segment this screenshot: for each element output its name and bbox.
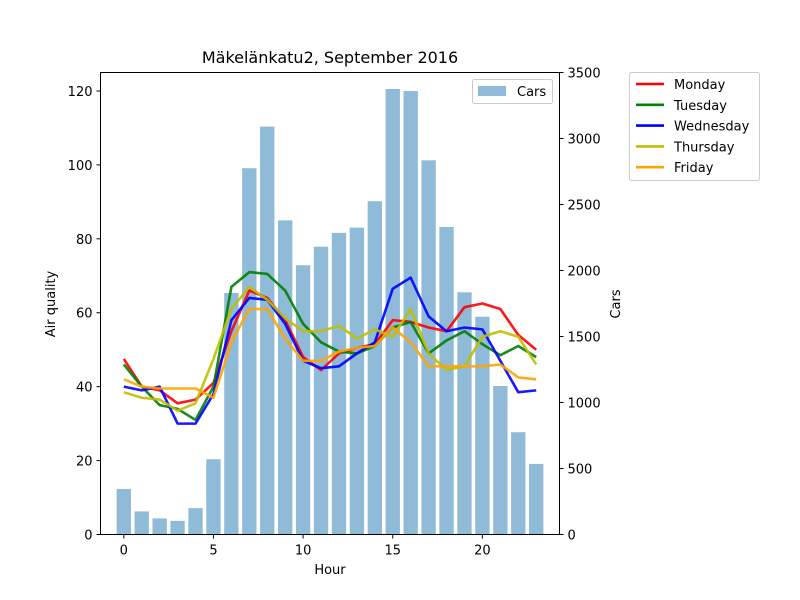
cars-bar bbox=[260, 126, 275, 535]
y-axis-right: 0 500 1000 1500 2000 2500 3000 3500 bbox=[559, 67, 601, 544]
cars-bar bbox=[439, 226, 454, 535]
y-right-tick-label: 2500 bbox=[568, 199, 601, 214]
cars-bar bbox=[349, 227, 365, 535]
cars-bar bbox=[331, 232, 347, 535]
y-right-tick-label: 0 bbox=[568, 529, 576, 544]
plot-frame bbox=[100, 72, 560, 535]
legend-label-friday: Friday bbox=[674, 161, 714, 176]
x-tick-label: 20 bbox=[474, 544, 491, 559]
series-line-friday bbox=[123, 307, 537, 400]
cars-bar bbox=[529, 463, 544, 535]
bar-legend-label: Cars bbox=[517, 85, 546, 100]
cars-bar bbox=[313, 246, 329, 535]
cars-bar bbox=[367, 201, 382, 535]
cars-bar bbox=[242, 168, 257, 535]
cars-bar bbox=[134, 511, 149, 535]
cars-bar bbox=[206, 459, 221, 535]
legend-label-wednesday: Wednesday bbox=[674, 120, 750, 135]
y-right-tick-label: 3000 bbox=[568, 133, 601, 148]
series-legend: Monday Tuesday Wednesday Thursday Friday bbox=[629, 72, 760, 181]
cars-bar bbox=[421, 160, 436, 535]
y-left-tick-label: 20 bbox=[76, 455, 93, 470]
cars-bar bbox=[457, 292, 472, 535]
y-axis-left-title: Air quality bbox=[44, 270, 59, 337]
series-legend-box bbox=[629, 72, 760, 181]
series-line-tuesday bbox=[122, 270, 537, 422]
cars-bar bbox=[475, 316, 490, 535]
cars-bar bbox=[403, 90, 418, 535]
y-left-tick-label: 80 bbox=[76, 233, 93, 248]
cars-bar bbox=[278, 220, 293, 535]
y-right-tick-label: 2000 bbox=[568, 265, 601, 280]
bar-legend-swatch bbox=[478, 86, 506, 96]
y-left-tick-label: 100 bbox=[68, 159, 93, 174]
legend-label-monday: Monday bbox=[674, 78, 726, 93]
x-axis: 0 5 10 15 20 bbox=[120, 534, 491, 559]
x-axis-title: Hour bbox=[314, 563, 346, 578]
x-tick-label: 0 bbox=[120, 544, 128, 559]
y-left-tick-label: 60 bbox=[76, 307, 93, 322]
legend-label-thursday: Thursday bbox=[673, 140, 735, 155]
bars-group bbox=[116, 89, 544, 535]
cars-bar bbox=[152, 518, 167, 535]
series-line-monday bbox=[122, 289, 538, 405]
y-left-tick-label: 40 bbox=[76, 381, 93, 396]
y-left-tick-label: 0 bbox=[84, 529, 92, 544]
cars-bar bbox=[170, 520, 185, 535]
cars-bar bbox=[116, 488, 131, 535]
x-tick-label: 5 bbox=[209, 544, 217, 559]
cars-bar bbox=[511, 432, 526, 535]
y-right-tick-label: 1500 bbox=[568, 331, 601, 346]
y-left-tick-label: 120 bbox=[68, 85, 93, 100]
x-tick-label: 15 bbox=[384, 544, 401, 559]
cars-bar bbox=[385, 89, 400, 535]
series-line-thursday bbox=[123, 285, 538, 412]
series-line-wednesday bbox=[123, 276, 537, 425]
bar-legend: Cars bbox=[472, 79, 553, 104]
y-right-tick-label: 3500 bbox=[568, 67, 601, 82]
bar-legend-box bbox=[472, 79, 553, 104]
cars-bar bbox=[493, 386, 508, 535]
y-axis-right-title: Cars bbox=[609, 289, 624, 318]
y-right-tick-label: 500 bbox=[568, 463, 593, 478]
y-axis-left: 0 20 40 60 80 100 120 bbox=[68, 85, 101, 544]
legend-label-tuesday: Tuesday bbox=[673, 99, 727, 114]
y-right-tick-label: 1000 bbox=[568, 397, 601, 412]
lines-group bbox=[122, 270, 538, 425]
cars-bar bbox=[295, 265, 311, 535]
x-tick-label: 10 bbox=[295, 544, 312, 559]
cars-bar bbox=[188, 508, 203, 535]
chart-title: Mäkelänkatu2, September 2016 bbox=[202, 48, 458, 67]
